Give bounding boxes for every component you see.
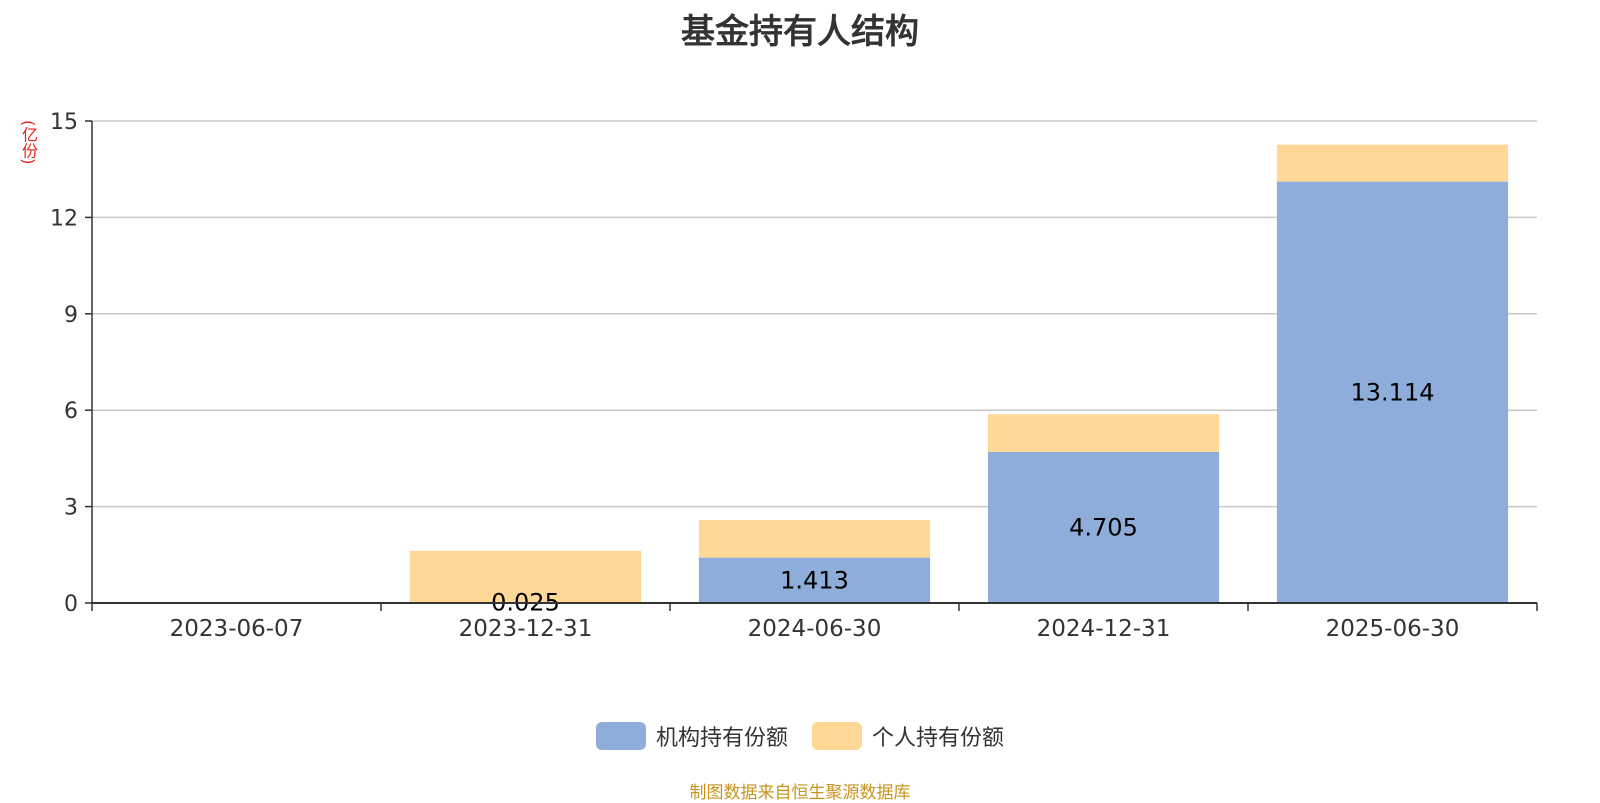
legend-label-institution: 机构持有份额 bbox=[655, 726, 788, 751]
y-tick-label: 3 bbox=[64, 496, 78, 521]
legend-item-individual[interactable]: 个人持有份额 bbox=[812, 720, 1004, 752]
legend-item-institution[interactable]: 机构持有份额 bbox=[595, 720, 788, 752]
x-tick-label: 2025-06-30 bbox=[1326, 616, 1460, 642]
y-tick-label: 9 bbox=[64, 303, 78, 328]
bar-institution bbox=[698, 557, 931, 603]
legend-swatch-institution bbox=[595, 722, 646, 750]
bar-institution bbox=[987, 451, 1220, 603]
bar-individual bbox=[1276, 144, 1509, 182]
data-label: 1.413 bbox=[780, 566, 849, 594]
x-tick-label: 2024-06-30 bbox=[748, 616, 882, 642]
legend-label-individual: 个人持有份额 bbox=[872, 726, 1005, 751]
y-tick-label: 15 bbox=[50, 110, 78, 135]
y-axis-unit-label: (亿份) bbox=[19, 120, 38, 165]
x-tick-label: 2024-12-31 bbox=[1037, 616, 1171, 642]
x-tick-label: 2023-12-31 bbox=[459, 616, 593, 642]
bar-individual bbox=[698, 519, 931, 558]
legend-swatch-individual bbox=[812, 722, 862, 750]
data-label: 13.114 bbox=[1351, 378, 1435, 406]
y-tick-label: 6 bbox=[64, 399, 78, 424]
bar-individual bbox=[987, 414, 1220, 452]
bar-individual bbox=[409, 550, 642, 603]
y-tick-label: 0 bbox=[64, 592, 78, 617]
chart-title: 基金持有人结构 bbox=[681, 12, 919, 52]
x-tick-label: 2023-06-07 bbox=[170, 616, 304, 642]
y-tick-label: 12 bbox=[50, 206, 78, 231]
legend: 机构持有份额 个人持有份额 bbox=[0, 718, 1600, 754]
data-source-footer: 制图数据来自恒生聚源数据库 bbox=[689, 783, 911, 803]
bar-institution bbox=[1276, 181, 1509, 604]
data-label: 4.705 bbox=[1069, 513, 1138, 541]
